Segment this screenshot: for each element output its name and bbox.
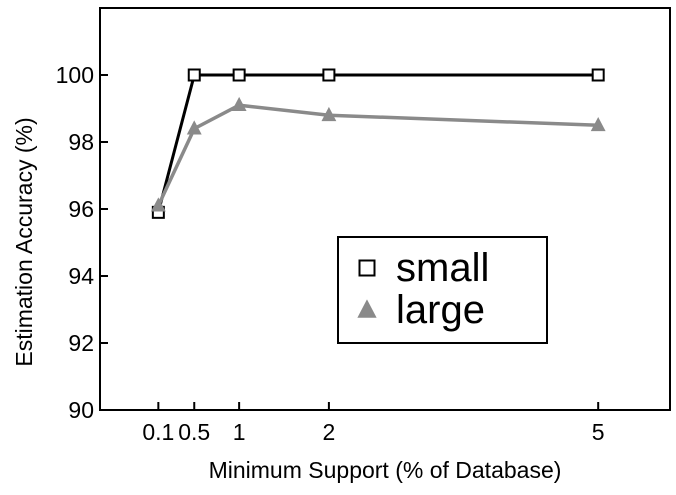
series-large <box>150 96 606 212</box>
data-point-small <box>187 68 201 82</box>
data-point-large <box>321 106 337 122</box>
y-tick-label: 98 <box>68 129 94 155</box>
x-tick-label: 0.5 <box>178 419 210 445</box>
data-point-large <box>590 116 606 132</box>
data-point-large <box>186 120 202 135</box>
x-tick-label: 5 <box>592 419 605 445</box>
legend-marker-large <box>357 299 377 318</box>
plot-frame <box>99 7 671 411</box>
x-axis-title: Minimum Support (% of Database) <box>209 457 562 483</box>
y-tick-label: 92 <box>68 330 94 356</box>
legend-label-large: large <box>396 288 485 332</box>
data-point-large <box>231 96 247 112</box>
series-line-large <box>156 103 599 207</box>
series-line-small <box>156 73 599 213</box>
x-tick-label: 2 <box>322 419 335 445</box>
y-axis-title: Estimation Accuracy (%) <box>11 117 37 366</box>
plot-frame-group <box>99 7 671 411</box>
x-tick-label: 1 <box>233 419 246 445</box>
series-small <box>151 68 605 219</box>
y-tick-label: 90 <box>68 397 94 423</box>
data-point-large <box>150 197 166 212</box>
data-point-small <box>322 68 336 82</box>
data-point-small <box>591 68 605 82</box>
legend-marker-small <box>358 259 376 277</box>
y-tick-label: 94 <box>68 263 94 289</box>
data-point-small <box>232 68 246 82</box>
axis-ticks-group: 90 92 94 96 98 100 0.1 0.5 1 2 5 <box>56 62 605 445</box>
series-group <box>150 68 606 219</box>
legend-label-small: small <box>396 246 489 290</box>
x-tick-label: 0.1 <box>142 419 174 445</box>
legend-box <box>337 236 548 344</box>
y-tick-label: 96 <box>68 196 94 222</box>
y-tick-label: 100 <box>56 62 94 88</box>
